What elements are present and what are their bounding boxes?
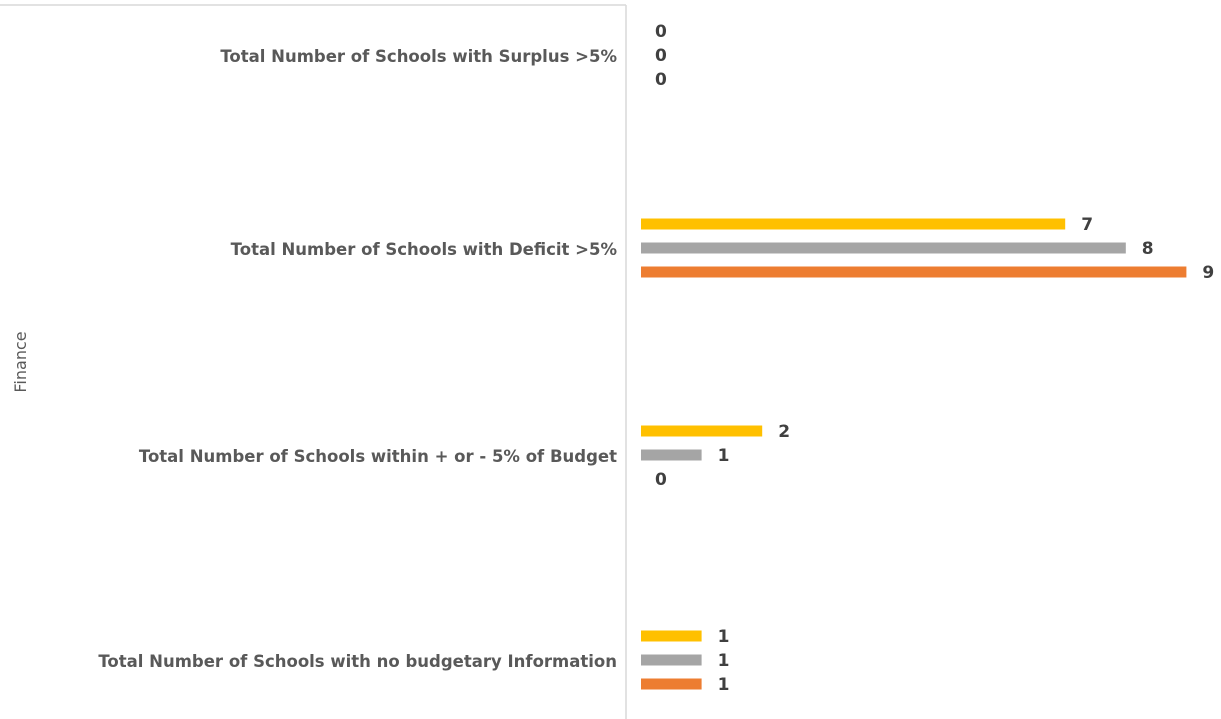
bar-total-number-of-schools-with-deficit-5-series-1: [641, 218, 1066, 230]
bar-series: [641, 218, 1187, 690]
data-label-total-number-of-schools-with-surplus-5-series-3: 0: [655, 70, 667, 90]
data-label-total-number-of-schools-with-deficit-5-series-2: 8: [1142, 239, 1154, 259]
data-label-total-number-of-schools-within-or-5-of-budget-series-2: 1: [718, 446, 730, 466]
bar-total-number-of-schools-with-deficit-5-series-2: [641, 242, 1126, 254]
data-label-total-number-of-schools-with-surplus-5-series-2: 0: [655, 46, 667, 66]
category-label-3: Total Number of Schools within + or - 5%…: [139, 447, 617, 466]
data-label-total-number-of-schools-within-or-5-of-budget-series-3: 0: [655, 470, 667, 490]
category-label-2: Total Number of Schools with Deficit >5%: [231, 240, 618, 259]
bar-total-number-of-schools-within-or-5-of-budget-series-2: [641, 449, 702, 461]
bar-total-number-of-schools-within-or-5-of-budget-series-1: [641, 425, 763, 437]
data-label-total-number-of-schools-with-no-budgetary-information-series-3: 1: [718, 675, 730, 695]
data-labels: 0 0 0 7 8 9 2 1 0 1 1 1: [655, 22, 1214, 695]
bar-total-number-of-schools-with-no-budgetary-information-series-3: [641, 678, 702, 690]
bar-total-number-of-schools-with-no-budgetary-information-series-2: [641, 654, 702, 666]
category-labels: Total Number of Schools with Surplus >5%…: [98, 47, 617, 671]
data-label-total-number-of-schools-with-deficit-5-series-3: 9: [1202, 263, 1214, 283]
data-label-total-number-of-schools-with-deficit-5-series-1: 7: [1081, 215, 1093, 235]
category-label-4: Total Number of Schools with no budgetar…: [98, 652, 617, 671]
data-label-total-number-of-schools-with-surplus-5-series-1: 0: [655, 22, 667, 42]
data-label-total-number-of-schools-with-no-budgetary-information-series-1: 1: [718, 627, 730, 647]
category-label-1: Total Number of Schools with Surplus >5%: [220, 47, 617, 66]
data-label-total-number-of-schools-within-or-5-of-budget-series-1: 2: [778, 422, 790, 442]
data-label-total-number-of-schools-with-no-budgetary-information-series-2: 1: [718, 651, 730, 671]
bar-total-number-of-schools-with-no-budgetary-information-series-1: [641, 630, 702, 642]
axis-title: Finance: [11, 331, 30, 392]
bar-total-number-of-schools-with-deficit-5-series-3: [641, 266, 1187, 278]
